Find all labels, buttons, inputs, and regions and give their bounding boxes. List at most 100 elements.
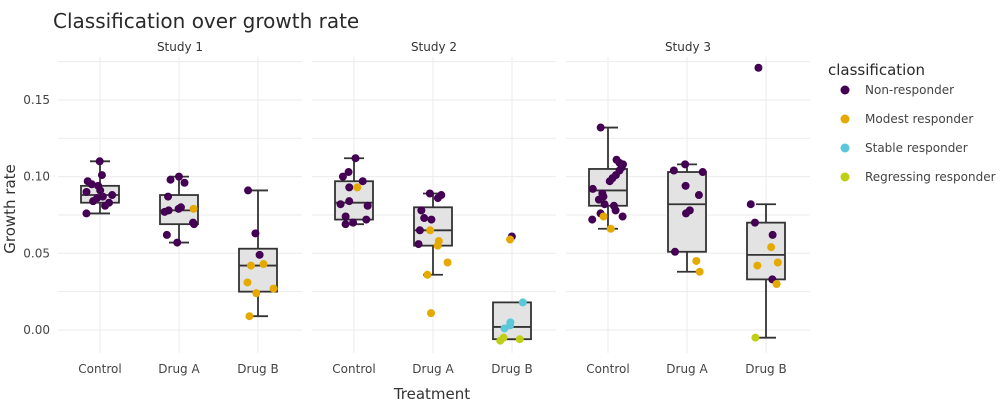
x-tick-label: Control [586,362,629,376]
data-point [417,206,426,215]
box-drug-a [159,172,199,247]
legend-item: Stable responder [840,141,968,155]
data-point [349,218,358,227]
x-tick-label: Drug A [412,362,454,376]
data-point [166,175,175,184]
facet-label: Study 3 [665,40,711,54]
data-point [190,220,199,229]
data-point [189,204,198,213]
data-point [338,172,347,181]
data-point [753,261,762,270]
data-point [344,168,353,177]
data-point [252,289,261,298]
data-point [588,215,597,224]
data-point [174,172,183,181]
x-tick-label: Control [332,362,375,376]
data-point [596,123,605,132]
data-point [108,191,117,200]
legend-swatch [840,114,850,124]
data-point [180,178,189,187]
data-point [618,212,627,221]
data-point [433,194,442,203]
y-tick-label: 0.05 [23,246,50,260]
x-tick-label: Control [78,362,121,376]
panel-3: Study 3 Control Drug A Drug B [566,40,810,376]
legend-label: Regressing responder [865,170,996,184]
data-point [82,187,91,196]
data-point [423,270,432,279]
data-point [363,201,372,210]
legend-label: Stable responder [865,141,968,155]
data-point [89,197,98,206]
data-point [358,177,367,186]
data-point [599,212,608,221]
data-point [245,312,254,321]
facet-label: Study 2 [411,40,457,54]
data-point [420,214,429,223]
data-point [500,324,509,333]
data-point [443,258,452,267]
data-point [345,197,354,206]
data-point [605,177,614,186]
data-point [681,160,690,169]
data-point [87,180,96,189]
data-point [682,209,691,218]
data-point [164,192,173,201]
chart-title: Classification over growth rate [53,9,359,33]
data-point [588,184,597,193]
panel-1: Study 1 Control Drug A Drug B [58,40,302,376]
x-tick-label: Drug B [491,362,532,376]
box-drug-a [413,189,453,318]
y-axis-title: Growth rate [1,164,19,254]
data-point [259,260,268,269]
box-control [80,157,120,218]
panels: Study 1 Control Drug A Drug B Study 2 Control… [58,40,810,376]
facet-label: Study 1 [157,40,203,54]
box-drug-b [238,186,278,321]
box-drug-b [746,63,786,342]
y-tick-label: 0.10 [23,170,50,184]
data-point [251,229,260,238]
legend-title: classification [828,61,925,79]
data-point [345,183,354,192]
y-axis-ticks: 0.00 0.05 0.10 0.15 [23,93,50,337]
data-point [606,224,615,233]
box-control [588,123,628,233]
box-drug-b [492,232,532,345]
data-point [773,258,782,267]
data-point [426,226,435,235]
data-point [353,183,362,192]
y-tick-label: 0.15 [23,93,50,107]
data-point [751,333,760,342]
data-point [243,278,252,287]
data-point [362,215,371,224]
data-point [694,191,703,200]
data-point [669,166,678,175]
data-point [496,336,505,345]
y-tick-label: 0.00 [23,323,50,337]
data-point [427,309,436,318]
x-tick-label: Drug A [158,362,200,376]
data-point [173,238,182,247]
data-point [515,335,524,344]
data-point [427,215,436,224]
data-point [772,279,781,288]
data-point [600,200,609,209]
x-tick-label: Drug B [745,362,786,376]
data-point [594,195,603,204]
data-point [611,206,620,215]
data-point [351,154,360,163]
data-point [698,168,707,177]
data-point [255,250,264,259]
x-axis-title: Treatment [393,385,470,400]
data-point [162,230,171,239]
x-tick-label: Drug B [237,362,278,376]
legend-swatch [840,85,850,95]
data-point [101,201,110,210]
data-point [174,204,183,213]
legend-item: Non-responder [840,83,954,97]
legend: Non-responder Modest responder Stable resp… [840,83,996,184]
data-point [96,186,105,195]
data-point [754,63,763,72]
